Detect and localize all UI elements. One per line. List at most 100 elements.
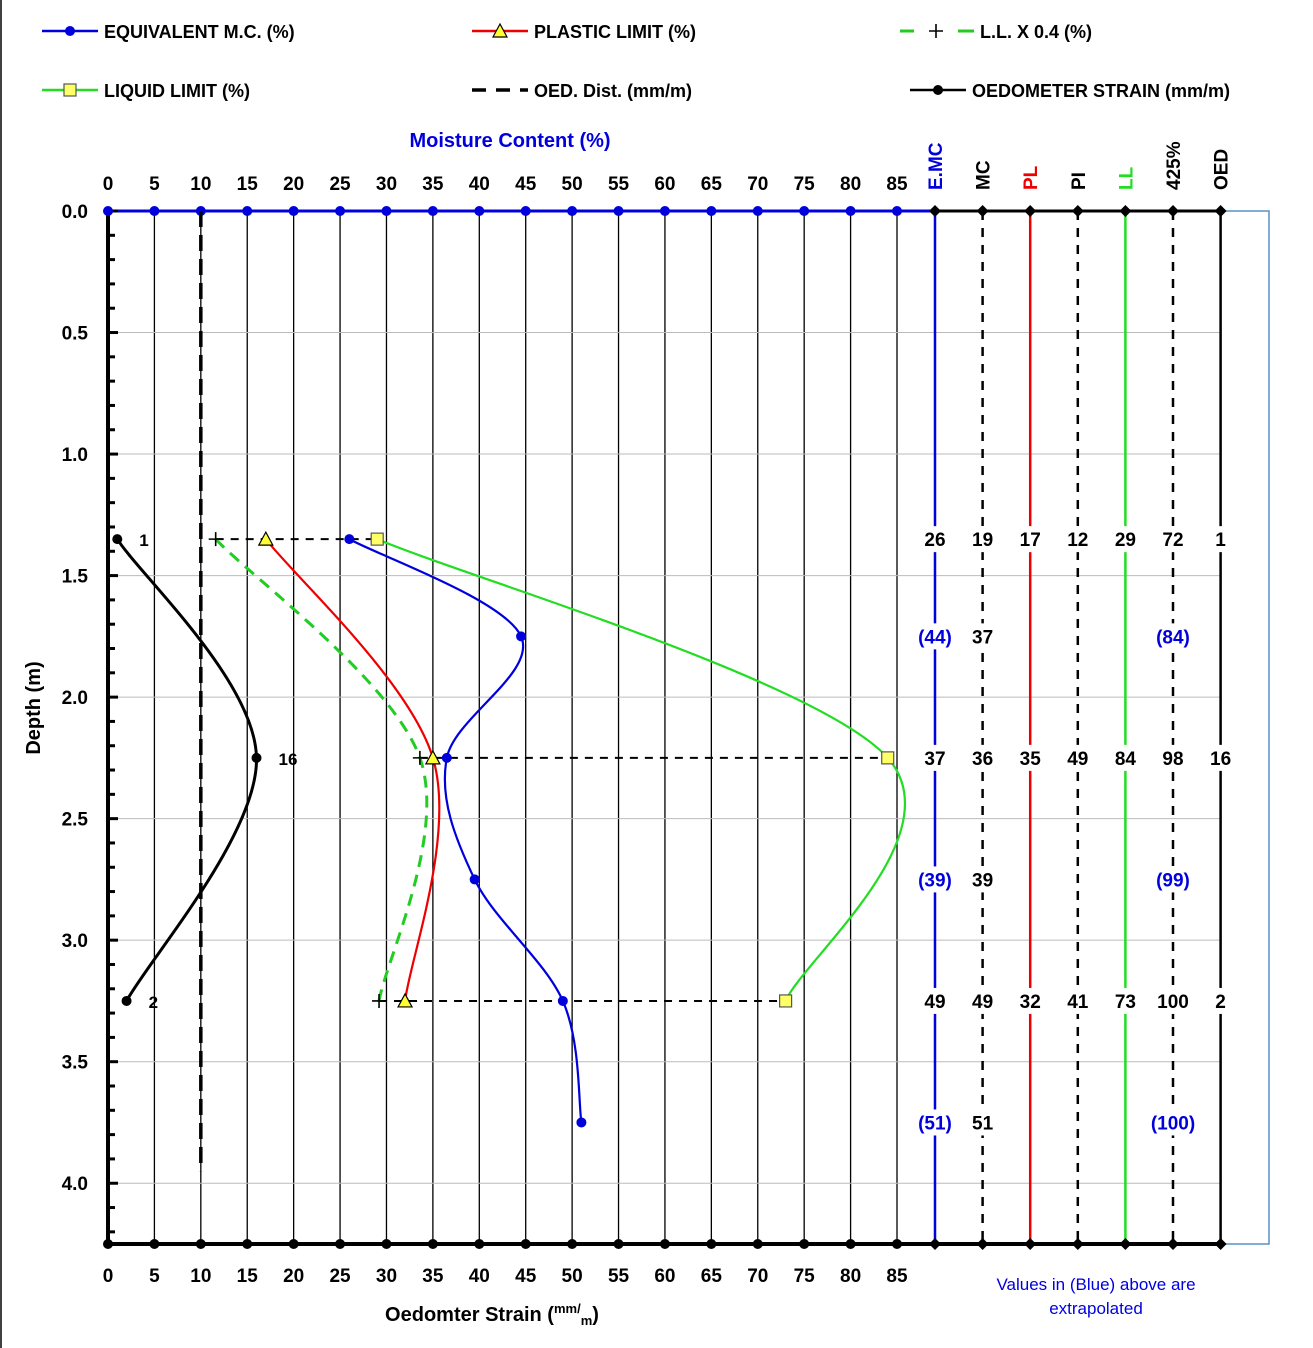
plastic-limit-point [397, 992, 414, 1008]
table-cell-background [1205, 744, 1236, 771]
x-tick-label-bottom: 60 [654, 1266, 675, 1287]
liquid-limit-point [881, 751, 895, 765]
side-column-top-diamond [1119, 205, 1132, 217]
bottom-axis-dot [659, 1239, 670, 1249]
y-tick-label: 2.0 [62, 688, 88, 709]
x-tick-label-bottom: 0 [103, 1266, 114, 1287]
x-tick-label-top: 30 [376, 174, 397, 195]
liquid-limit-point [779, 994, 793, 1008]
bottom-axis-dot [613, 1239, 624, 1249]
x-tick-label-bottom: 55 [608, 1266, 630, 1287]
x-tick-label-top: 10 [190, 174, 211, 195]
table-cell-value: 32 [1020, 992, 1041, 1013]
x-tick-label-top: 20 [283, 174, 304, 195]
x-tick-label-bottom: 85 [886, 1266, 908, 1287]
bottom-axis-dot [567, 1239, 578, 1249]
data-markers: 1 16 2 [112, 530, 895, 1128]
table-cell-value: (44) [918, 627, 952, 648]
bottom-axis-dot [288, 1239, 299, 1249]
legend-circle-marker [933, 85, 943, 95]
x-tick-label-bottom: 10 [190, 1266, 211, 1287]
top-axis-blue-dot [845, 206, 856, 216]
x-tick-label-top: 0 [103, 174, 114, 195]
table-cell-value: 16 [1210, 749, 1231, 770]
emc-point [344, 534, 355, 545]
bottom-axis-dot [706, 1239, 717, 1249]
legend-label: OEDOMETER STRAIN (mm/m) [972, 81, 1230, 101]
x-tick-label-bottom: 80 [840, 1266, 861, 1287]
table-cell-background [1015, 526, 1046, 553]
bottom-axis-dot [195, 1239, 206, 1249]
table-cell-background [967, 866, 998, 893]
x-tick-label-top: 80 [840, 174, 861, 195]
legend-label: PLASTIC LIMIT (%) [534, 22, 696, 42]
side-column-header: LL [1116, 166, 1137, 190]
bottom-axis-dot [845, 1239, 856, 1249]
table-cell-background [967, 623, 998, 650]
table-cell-background [909, 1109, 961, 1136]
table-cell-value: 36 [972, 749, 993, 770]
oedometer-point-label: 16 [279, 750, 298, 769]
table-cell-value: 49 [1067, 749, 1088, 770]
oedometer-point [121, 995, 132, 1006]
table-cell-value: (51) [918, 1113, 952, 1134]
table-cell-value: 49 [924, 992, 945, 1013]
y-tick-label: 4.0 [62, 1174, 88, 1195]
bottom-axis-dot [335, 1239, 346, 1249]
table-cell-background [1211, 526, 1231, 553]
x-tick-label-top: 5 [149, 174, 160, 195]
x-axis-unit-numerator: mm [554, 1301, 577, 1316]
x-axis-unit-denominator: m [581, 1313, 593, 1328]
liquid-limit-point [370, 532, 384, 546]
table-cell-background [1211, 987, 1231, 1014]
table-cell-value: (39) [918, 870, 952, 891]
side-column-header: PL [1021, 165, 1042, 190]
table-cell-background [920, 744, 950, 771]
x-axis-title-bottom-main: Oedomter Strain ( [385, 1304, 554, 1326]
x-tick-label-bottom: 40 [469, 1266, 490, 1287]
x-axis-title-top: Moisture Content (%) [409, 130, 610, 152]
legend-square-marker [63, 83, 77, 97]
bottom-axis-dot [103, 1239, 113, 1249]
y-tick-label: 0.0 [62, 202, 88, 223]
x-tick-label-bottom: 30 [376, 1266, 397, 1287]
bottom-axis-dot [752, 1239, 763, 1249]
y-axis-title: Depth (m) [23, 661, 45, 754]
table-cell-background [1015, 744, 1046, 771]
side-column-top-diamond [1167, 205, 1179, 217]
series-curve [376, 538, 906, 1002]
bottom-axis-dot [381, 1239, 392, 1249]
table-cell-background [1062, 987, 1093, 1014]
bottom-axis-dot [474, 1239, 485, 1249]
bottom-axis-dot [520, 1239, 531, 1249]
x-tick-label-top: 85 [886, 174, 908, 195]
x-tick-label-bottom: 5 [149, 1266, 160, 1287]
table-cell-value: 41 [1067, 992, 1089, 1013]
x-tick-label-top: 55 [608, 174, 630, 195]
side-column-header: MC [974, 160, 995, 190]
extrapolated-note-line1: Values in (Blue) above are [996, 1275, 1195, 1294]
side-column-bottom-diamond [1167, 1238, 1179, 1250]
bottom-axis-dot [892, 1239, 902, 1249]
table-cell-value: 49 [972, 992, 993, 1013]
side-column-top-diamond [929, 205, 941, 217]
side-column-header: OED [1212, 149, 1233, 190]
x-tick-label-top: 40 [469, 174, 490, 195]
top-axis-blue-dot [659, 206, 670, 216]
table-cell-value: 19 [972, 530, 993, 551]
axis-ticks: 0.00.51.01.52.02.53.03.54.00055101015152… [62, 174, 1221, 1287]
table-cell-background [909, 866, 961, 893]
legend-label: OED. Dist. (mm/m) [534, 81, 692, 101]
side-column-top-diamond [1024, 205, 1037, 217]
table-cell-background [909, 623, 961, 650]
table-cell-background [1015, 987, 1046, 1014]
y-tick-label: 2.5 [62, 810, 89, 831]
top-axis-blue-dot [892, 206, 902, 216]
side-column-header: PI [1069, 172, 1090, 190]
x-tick-label-bottom: 50 [562, 1266, 583, 1287]
table-cell-value: 35 [1020, 749, 1042, 770]
side-column-bottom-diamond [976, 1238, 989, 1250]
table-cell-background [920, 987, 950, 1014]
emc-point [469, 874, 480, 885]
oedometer-point [251, 752, 262, 763]
